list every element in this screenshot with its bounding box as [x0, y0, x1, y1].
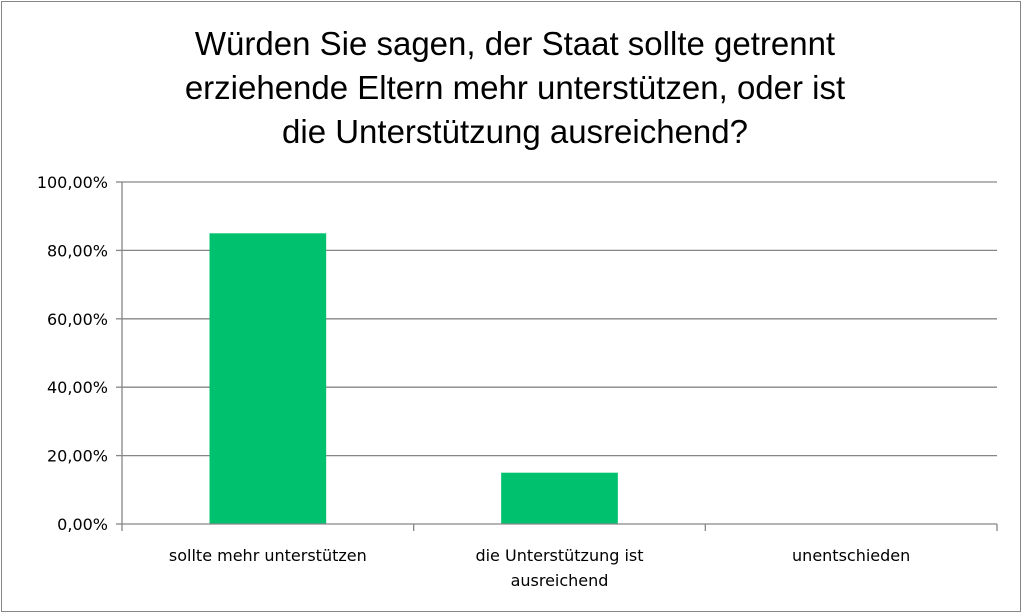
y-tick-label: 60,00%	[47, 310, 108, 329]
bar	[209, 233, 327, 525]
bar	[501, 472, 618, 524]
y-tick-label: 20,00%	[47, 447, 108, 466]
x-category-label: unentschieden	[792, 546, 910, 565]
chart-title-line: die Unterstützung ausreichend?	[282, 113, 748, 150]
y-tick-label: 100,00%	[37, 173, 108, 192]
x-category-labels: sollte mehr unterstützen die Unterstützun…	[169, 546, 910, 590]
chart-title: Würden Sie sagen, der Staat sollte getre…	[100, 22, 930, 154]
chart-title-line: erziehende Eltern mehr unterstützen, ode…	[184, 69, 846, 106]
y-tick-label: 40,00%	[47, 378, 108, 397]
y-tick-labels: 0,00% 20,00% 40,00% 60,00% 80,00% 100,00%	[37, 173, 108, 534]
y-tick-label: 80,00%	[47, 241, 108, 260]
x-category-label: die Unterstützung ist	[475, 546, 643, 565]
axes	[116, 181, 998, 531]
x-category-label: ausreichend	[511, 571, 609, 590]
bars	[209, 233, 618, 525]
y-tick-label: 0,00%	[57, 515, 108, 534]
chart-title-line: Würden Sie sagen, der Staat sollte getre…	[194, 25, 836, 62]
x-category-label: sollte mehr unterstützen	[169, 546, 367, 565]
